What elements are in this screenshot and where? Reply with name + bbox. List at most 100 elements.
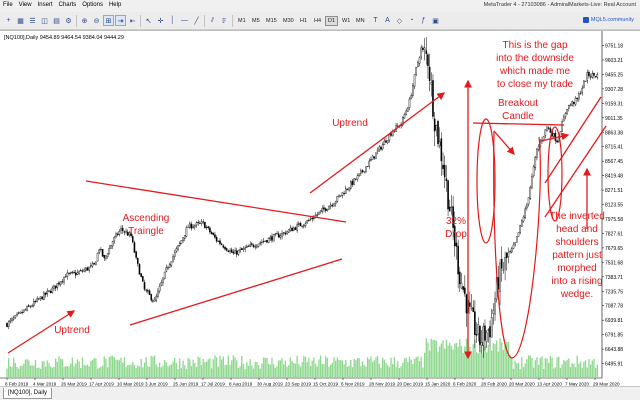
menu-help[interactable]: Help (108, 2, 122, 8)
candle-body (361, 170, 364, 172)
menu-charts[interactable]: Charts (58, 2, 77, 8)
chart-shift-icon[interactable]: ⇤ (129, 17, 136, 25)
vertical-line-icon[interactable]: │ (170, 17, 175, 24)
candle-body (118, 231, 121, 235)
mql5-community-link[interactable]: MQL5.community (582, 17, 634, 23)
time-tick-label: 29 May 2020 (593, 382, 620, 387)
candle-body (448, 206, 451, 212)
candle-body (408, 98, 411, 108)
cursor-icon[interactable]: ↖ (145, 17, 152, 25)
candle-body (63, 276, 65, 283)
wedge-upper-line[interactable] (544, 96, 602, 184)
indicators-icon[interactable]: ƒ (421, 17, 426, 24)
arrow-uptrend-left[interactable] (7, 310, 76, 354)
timeframe-m30[interactable]: M30 (283, 18, 294, 24)
candle-body (303, 224, 305, 227)
candle-body (29, 306, 32, 308)
crosshair-icon[interactable]: ✛ (157, 17, 164, 25)
candle-body (16, 313, 18, 316)
neckline[interactable] (472, 122, 565, 126)
new-chart-icon[interactable]: + (6, 17, 11, 24)
shapes-icon[interactable]: ◇ (396, 17, 403, 25)
candle-body (266, 240, 268, 243)
text-icon[interactable]: T (373, 17, 378, 24)
candle-body (74, 272, 77, 276)
candle-body (168, 264, 171, 268)
candle-body (537, 145, 540, 150)
timeframe-m15[interactable]: M15 (266, 18, 277, 24)
timeframe-m5[interactable]: M5 (252, 18, 260, 24)
candle-body (163, 271, 166, 279)
period-icon[interactable]: ◔ (409, 17, 414, 24)
market-watch-icon[interactable]: ☰ (29, 17, 36, 25)
triangle-top-line[interactable] (85, 180, 347, 223)
wedge-lower-line[interactable] (544, 125, 607, 218)
terminal-icon[interactable]: ▤ (53, 17, 60, 25)
candle-body (427, 54, 429, 66)
candle-body (529, 187, 532, 199)
annotations[interactable]: Uptrend Ascending Traingle Uptrend 32% Drop Th… (7, 40, 607, 360)
candle-body (101, 249, 104, 257)
timeframe-h4[interactable]: H4 (314, 18, 322, 24)
templates-icon[interactable]: ▣ (432, 17, 439, 25)
arrow-gap-pointer[interactable] (493, 130, 515, 155)
menu-view[interactable]: View (18, 2, 32, 8)
chart-tab[interactable]: [NQ100], Daily (3, 388, 53, 399)
candle-body (453, 225, 456, 246)
candle-body (150, 294, 153, 301)
time-tick-label: 8 Aug 2019 (229, 382, 253, 387)
triangle-bottom-line[interactable] (129, 258, 343, 326)
candle-body (339, 195, 342, 197)
candle-body (586, 72, 589, 81)
price-tick-label: 7531.68 (605, 260, 623, 266)
head-outline[interactable] (493, 130, 541, 359)
timeframe-m1[interactable]: M1 (238, 18, 246, 24)
candle-body (521, 220, 523, 227)
candle-body (583, 80, 585, 88)
menu-insert[interactable]: Insert (37, 2, 53, 8)
candle-body (351, 180, 354, 185)
timeframe-mn[interactable]: MN (356, 18, 365, 24)
channel-icon[interactable]: ⫽ (210, 16, 215, 24)
arrow-breakout-pointer[interactable] (540, 132, 570, 142)
candle-body (573, 102, 575, 104)
candle-body (96, 252, 99, 262)
timeframe-w1[interactable]: W1 (342, 18, 351, 24)
price-chart[interactable]: [NQ100],Daily 9454.89 9464.54 9384.04 94… (0, 31, 640, 387)
price-tick-label: 9603.21 (605, 58, 623, 64)
candle-body (207, 226, 210, 228)
tester-icon[interactable]: ⚙ (65, 17, 72, 25)
chart-window[interactable]: [NQ100],Daily 9454.89 9464.54 9384.04 94… (0, 30, 640, 387)
timeframe-d1[interactable]: D1 (325, 16, 339, 26)
navigator-icon[interactable]: ◫ (41, 17, 48, 25)
label-hs-2: head and (556, 224, 598, 235)
candle-body (502, 269, 505, 271)
time-tick-label: 23 Sep 2019 (285, 382, 312, 387)
candle-body (289, 227, 292, 231)
profiles-icon[interactable]: ▦ (17, 17, 24, 25)
trendline-icon[interactable]: ╱ (194, 17, 199, 25)
candle-body (237, 250, 240, 255)
left-shoulder-outline[interactable] (476, 118, 496, 244)
tile-icon[interactable]: ⊞ (103, 15, 114, 26)
zoom-out-icon[interactable]: ⊖ (93, 17, 100, 25)
label-icon[interactable]: A (385, 17, 390, 24)
candle-body (331, 204, 334, 206)
menu-file[interactable]: File (3, 2, 13, 8)
candle-body (566, 108, 568, 115)
candle-body (514, 242, 516, 245)
autoscroll-icon[interactable]: ⇥ (115, 15, 126, 26)
horizontal-line-icon[interactable]: — (181, 17, 188, 24)
candle-body (593, 73, 595, 76)
timeframe-h1[interactable]: H1 (300, 18, 308, 24)
candle-body (470, 306, 473, 309)
zoom-in-icon[interactable]: ⊕ (81, 17, 88, 25)
right-shoulder-outline[interactable] (547, 126, 563, 222)
menu-options[interactable]: Options (82, 2, 103, 8)
arrow-uptrend-mid[interactable] (309, 92, 446, 194)
fibonacci-icon[interactable]: 𝔽 (222, 17, 227, 25)
candle-body (324, 208, 327, 211)
candle-body (22, 309, 25, 313)
candle-body (185, 227, 188, 237)
candle-body (433, 118, 436, 132)
